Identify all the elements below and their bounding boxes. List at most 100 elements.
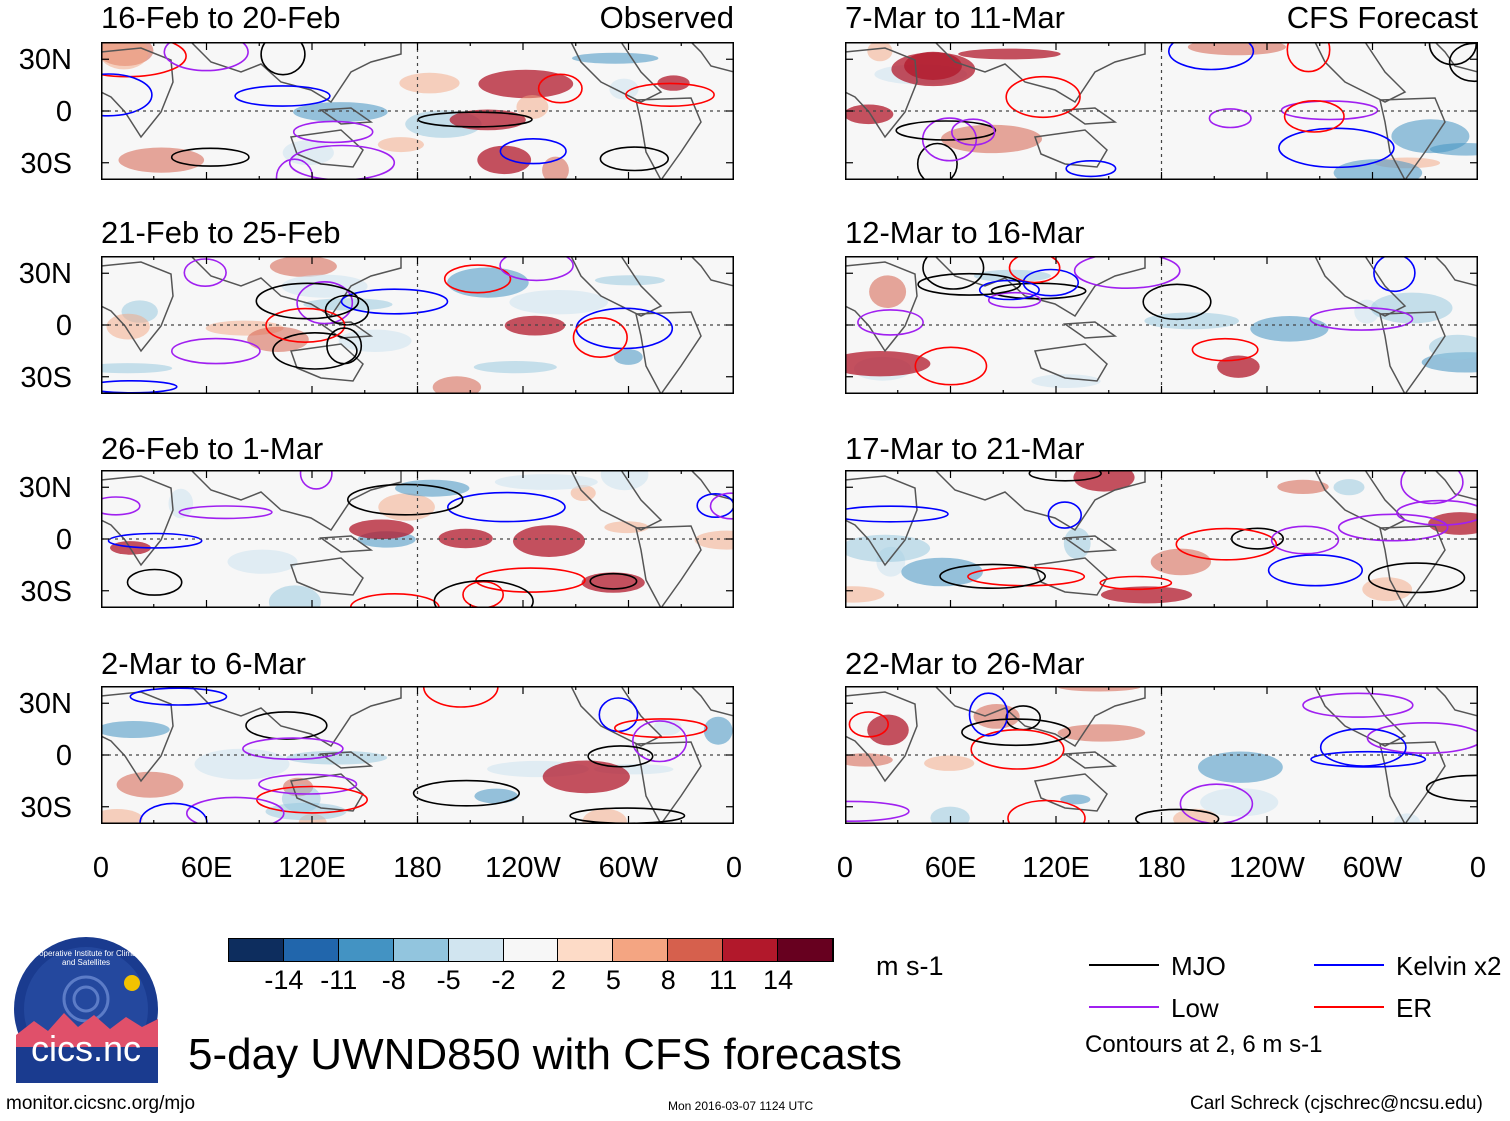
main-title: 5-day UWND850 with CFS forecasts [188, 1030, 902, 1079]
westerly-anomaly-shading [1150, 548, 1212, 576]
coastline [885, 256, 1146, 318]
contour-line [1425, 774, 1478, 802]
contour-line [922, 256, 985, 290]
longitude-label: 0 [1469, 852, 1487, 884]
coastline [101, 261, 174, 353]
contour-line [1008, 256, 1061, 284]
contour-legend: MJO Kelvin x2 Low ER Contours at 2, 6 m s-1 [1085, 950, 1505, 1060]
easterly-anomaly-shading [1060, 794, 1091, 805]
coastline [141, 470, 402, 532]
contour-line [1005, 75, 1081, 119]
easterly-anomaly-shading [494, 474, 598, 490]
westerly-anomaly-shading [867, 714, 909, 746]
contour-line [1007, 799, 1086, 824]
coastline [101, 475, 174, 567]
colorbar-swatch [558, 939, 614, 961]
contour-line [1309, 306, 1414, 331]
contour-line [417, 111, 533, 128]
legend-line [1314, 1006, 1384, 1008]
colorbar-label: 14 [763, 965, 794, 995]
contour-line [589, 572, 638, 590]
panel-title: 2-Mar to 6-Mar [101, 646, 306, 681]
coastline [318, 107, 374, 125]
coastline [1062, 107, 1118, 125]
coastline [845, 691, 918, 783]
contour-line [171, 337, 261, 365]
footer-url[interactable]: monitor.cicsnc.org/mjo [6, 1093, 196, 1114]
colorbar-units: m s-1 [876, 951, 944, 981]
westerly-anomaly-shading [867, 42, 893, 62]
contour-line [625, 82, 715, 108]
legend-line [1089, 1006, 1159, 1008]
contour-line [939, 563, 1047, 590]
coastline [1379, 525, 1446, 608]
contour-line [1319, 728, 1407, 767]
easterly-anomaly-shading [1200, 788, 1279, 817]
contour-line [1366, 722, 1478, 754]
legend-line [1089, 964, 1159, 966]
easterly-anomaly-shading [600, 470, 649, 491]
map-panel [101, 686, 734, 824]
contour-line [961, 718, 1071, 747]
colorbar-label: -2 [491, 965, 516, 995]
westerly-anomaly-shading [1057, 724, 1146, 742]
contour-line [1208, 108, 1252, 129]
contour-line [917, 272, 1022, 296]
contour-line [296, 281, 354, 325]
colorbar-swatch [503, 939, 559, 961]
longitude-label: 0 [836, 852, 854, 884]
contour-line [1047, 501, 1083, 529]
contour-line [968, 692, 1009, 737]
contour-line [186, 796, 285, 824]
logo-text: cics.nc [30, 1028, 142, 1069]
longitude-label: 120W [1229, 852, 1305, 884]
westerly-anomaly-shading [582, 808, 627, 824]
contour-line [1022, 268, 1080, 297]
contour-line [1175, 527, 1278, 561]
contour-line [1267, 554, 1364, 587]
longitude-label: 60E [180, 852, 233, 884]
easterly-anomaly-shading [703, 716, 733, 745]
easterly-anomaly-shading [1031, 374, 1101, 388]
footer-author[interactable]: Carl Schreck (cjschrec@ncsu.edu) [1190, 1093, 1483, 1114]
colorbar-swatch [668, 939, 724, 961]
contour-line [1168, 42, 1255, 71]
coastline [1314, 42, 1407, 103]
easterly-anomaly-shading [509, 290, 608, 315]
colorbar-label: 2 [550, 965, 566, 995]
contour-line [1280, 100, 1379, 121]
westerly-anomaly-shading [845, 753, 893, 767]
map-panel [845, 42, 1478, 180]
map-panel [101, 470, 734, 608]
coastline [570, 470, 663, 531]
coastline [845, 261, 918, 353]
easterly-anomaly-shading [101, 363, 173, 374]
colorbar-label: -11 [320, 965, 358, 995]
easterly-anomaly-shading [268, 585, 321, 608]
panel-title: 12-Mar to 16-Mar [845, 215, 1085, 250]
coastline [1314, 686, 1407, 747]
coastline [289, 557, 364, 596]
coastline [689, 42, 734, 73]
contour-line [292, 120, 374, 144]
westerly-anomaly-shading [101, 809, 143, 824]
coastline [289, 773, 364, 812]
contour-line [1400, 470, 1464, 505]
coastline [1314, 470, 1407, 531]
contour-line [1065, 159, 1117, 178]
easterly-anomaly-shading [281, 784, 321, 813]
westerly-anomaly-shading [378, 493, 435, 521]
longitude-label: 120E [278, 852, 346, 884]
coastline [1033, 557, 1108, 596]
easterly-anomaly-shading [1333, 479, 1365, 496]
latitude-label: 30S [20, 576, 72, 608]
longitude-label: 180 [1137, 852, 1186, 884]
colorbar-swatches [228, 938, 834, 962]
contour-line [1286, 42, 1331, 73]
easterly-anomaly-shading [227, 549, 298, 574]
contour-line [587, 745, 654, 768]
contour-line [258, 773, 358, 795]
easterly-anomaly-shading [101, 721, 170, 738]
latitude-label: 30S [20, 792, 72, 824]
coastline [141, 256, 402, 318]
